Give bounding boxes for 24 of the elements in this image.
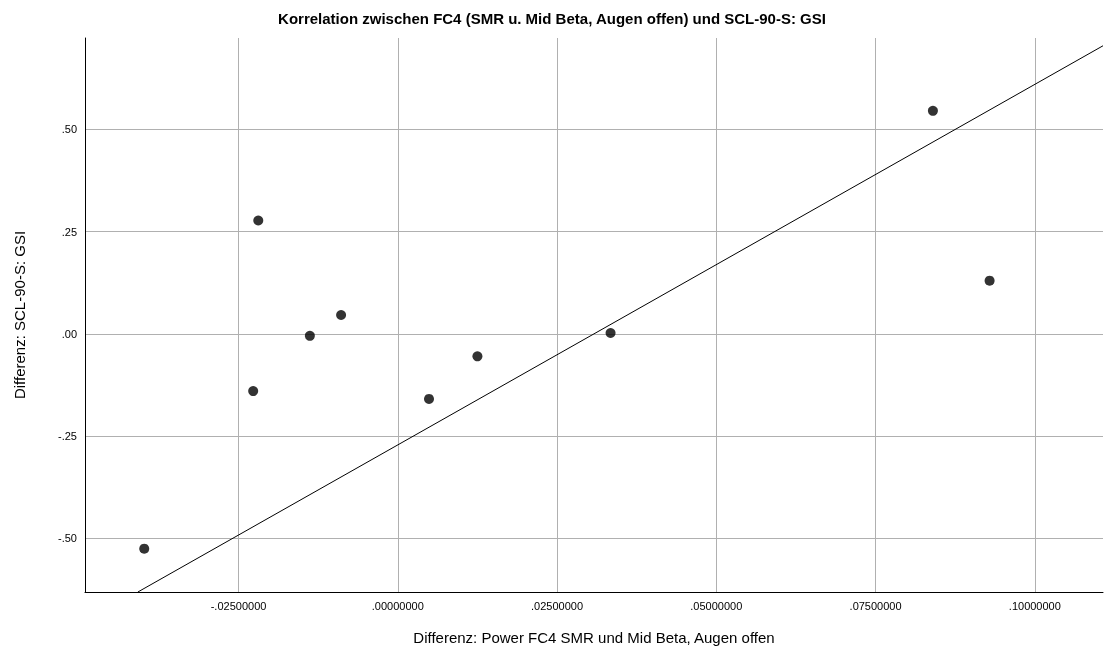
y-tick-label: -.25 bbox=[58, 430, 77, 443]
point bbox=[248, 386, 259, 397]
point bbox=[605, 328, 616, 338]
point bbox=[253, 215, 264, 226]
x-axis-title: Differenz: Power FC4 SMR und Mid Beta, Augen offen bbox=[413, 629, 775, 646]
x-tick-label: .00000000 bbox=[371, 599, 424, 612]
point bbox=[424, 393, 435, 404]
x-tick-label: .07500000 bbox=[849, 599, 902, 612]
x-tick-label: .10000000 bbox=[1008, 599, 1061, 612]
point bbox=[927, 105, 938, 116]
y-tick-label: .25 bbox=[61, 225, 77, 238]
y-tick-label: .50 bbox=[61, 123, 77, 136]
y-tick-label: -.50 bbox=[58, 532, 77, 545]
y-axis-title: Differenz: SCL-90-S: GSI bbox=[11, 230, 28, 400]
x-tick-label: .05000000 bbox=[690, 599, 743, 612]
point bbox=[336, 310, 347, 320]
point bbox=[139, 543, 150, 554]
y-tick-label: .00 bbox=[61, 327, 77, 340]
point bbox=[984, 275, 995, 286]
point bbox=[472, 351, 483, 362]
x-tick-label: -.02500000 bbox=[210, 599, 267, 612]
chart-title: Korrelation zwischen FC4 (SMR u. Mid Beta, Augen offen) und SCL-90-S: GSI bbox=[278, 10, 826, 27]
point bbox=[304, 330, 315, 341]
x-tick-label: .02500000 bbox=[531, 599, 584, 612]
